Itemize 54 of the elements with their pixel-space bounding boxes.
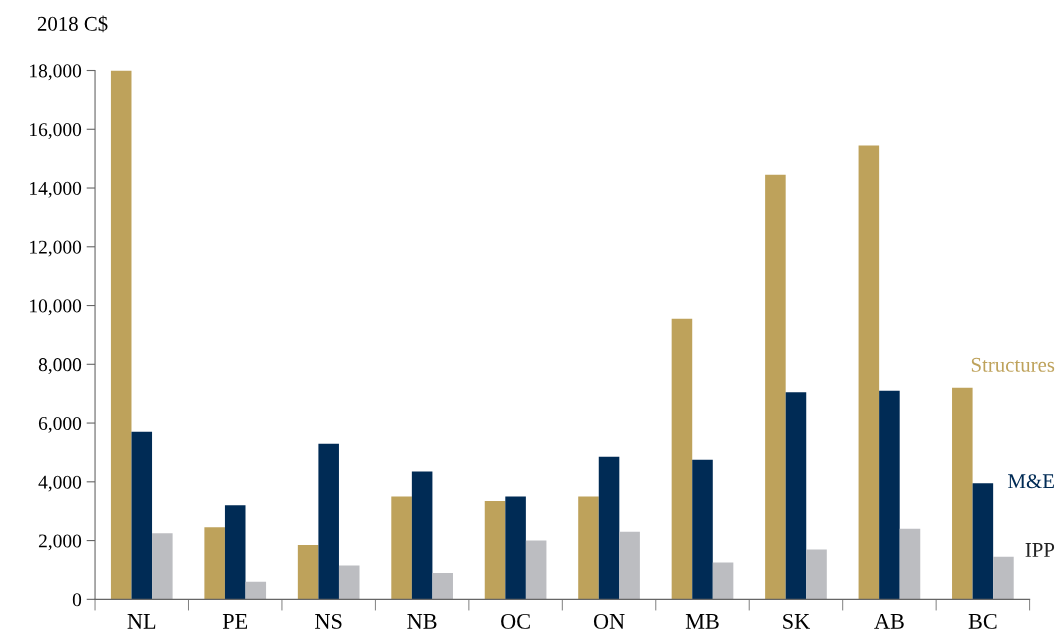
bar: [391, 496, 412, 600]
bar: [765, 174, 786, 600]
bar: [879, 390, 900, 600]
x-tick-label: PE: [222, 614, 248, 629]
bar: [152, 533, 173, 600]
x-tick-label: MB: [685, 614, 719, 629]
bar: [671, 318, 693, 600]
x-tick-label: AB: [874, 613, 904, 629]
series-label: IPP: [1025, 543, 1055, 557]
y-tick-label: 18,000: [30, 64, 82, 81]
bar: [858, 145, 880, 600]
bar: [204, 527, 225, 600]
x-tick-label: NS: [315, 613, 342, 629]
x-tick-label: OC: [501, 613, 530, 629]
bar: [598, 456, 620, 600]
bar: [525, 540, 547, 600]
bar: [411, 471, 433, 600]
y-tick-label: 8,000: [38, 358, 82, 375]
series-label: M&E: [1008, 474, 1054, 489]
y-tick-label: 16,000: [30, 123, 82, 139]
x-tick-label: SK: [783, 613, 810, 629]
bar: [578, 496, 599, 600]
bar: [131, 431, 153, 600]
bar: [318, 443, 339, 600]
y-tick-label: 4,000: [38, 475, 82, 492]
y-tick-label: 14,000: [30, 181, 82, 198]
x-tick-label: ON: [593, 613, 625, 629]
bar: [785, 392, 807, 600]
bar: [245, 581, 267, 600]
bar: [952, 387, 973, 600]
bar: [297, 544, 319, 600]
y-tick-label: 10,000: [30, 299, 82, 316]
bar: [505, 496, 526, 600]
bar: [806, 549, 827, 600]
bar: [110, 70, 132, 600]
bar: [484, 500, 506, 600]
y-tick-label: 12,000: [30, 240, 82, 257]
bar: [972, 483, 994, 600]
series-label: Structures: [971, 357, 1055, 372]
bar: [692, 459, 713, 600]
bar: [899, 528, 921, 600]
y-tick-label: 6,000: [38, 416, 82, 433]
bar: [993, 556, 1014, 600]
bar: [619, 531, 640, 600]
bar: [432, 572, 453, 600]
bar: [712, 562, 734, 600]
y-tick-label: 2,000: [38, 534, 82, 551]
x-tick-label: BC: [968, 613, 997, 629]
x-tick-label: NL: [127, 614, 156, 629]
y-axis-title: 2018 C$: [37, 15, 108, 33]
y-tick-label: 0: [72, 593, 82, 607]
bar: [224, 505, 246, 600]
x-tick-label: NB: [407, 614, 437, 629]
bar: [338, 565, 360, 600]
